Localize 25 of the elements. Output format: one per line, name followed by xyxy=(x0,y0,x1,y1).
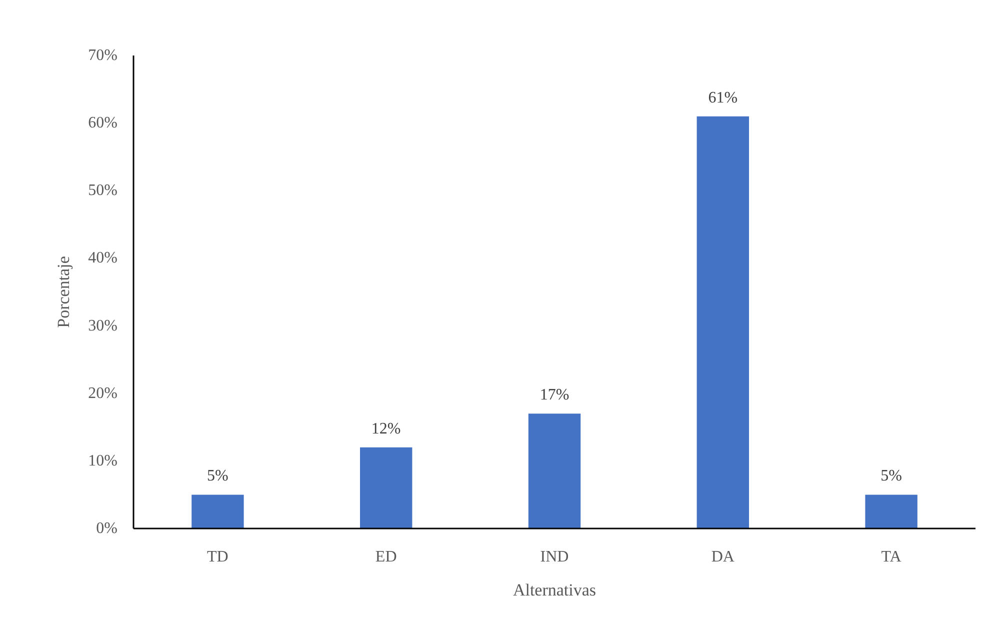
data-label: 61% xyxy=(708,89,738,106)
y-tick-label: 40% xyxy=(88,250,118,267)
y-tick-label: 0% xyxy=(96,520,118,537)
x-tick-label: ED xyxy=(375,548,397,566)
data-label: 17% xyxy=(540,386,570,404)
x-tick-label: TD xyxy=(207,548,228,566)
y-tick-label: 60% xyxy=(88,114,118,132)
data-label: 5% xyxy=(880,468,902,485)
y-tick-label: 20% xyxy=(88,384,118,402)
y-tick-label: 10% xyxy=(88,452,118,470)
bar xyxy=(192,494,244,528)
x-tick-label: TA xyxy=(881,548,902,566)
y-tick-label: 30% xyxy=(88,317,118,334)
bar xyxy=(865,494,918,528)
bar xyxy=(360,447,412,528)
data-label: 5% xyxy=(207,468,228,485)
x-tick-label: DA xyxy=(711,548,735,566)
y-tick-label: 50% xyxy=(88,182,118,200)
y-axis-title: Porcentaje xyxy=(54,256,74,328)
bar xyxy=(696,116,749,528)
data-label: 12% xyxy=(371,420,401,438)
x-tick-label: IND xyxy=(540,548,569,566)
y-tick-label: 70% xyxy=(88,47,118,64)
bar xyxy=(528,414,581,528)
x-axis-title: Alternativas xyxy=(512,580,596,600)
